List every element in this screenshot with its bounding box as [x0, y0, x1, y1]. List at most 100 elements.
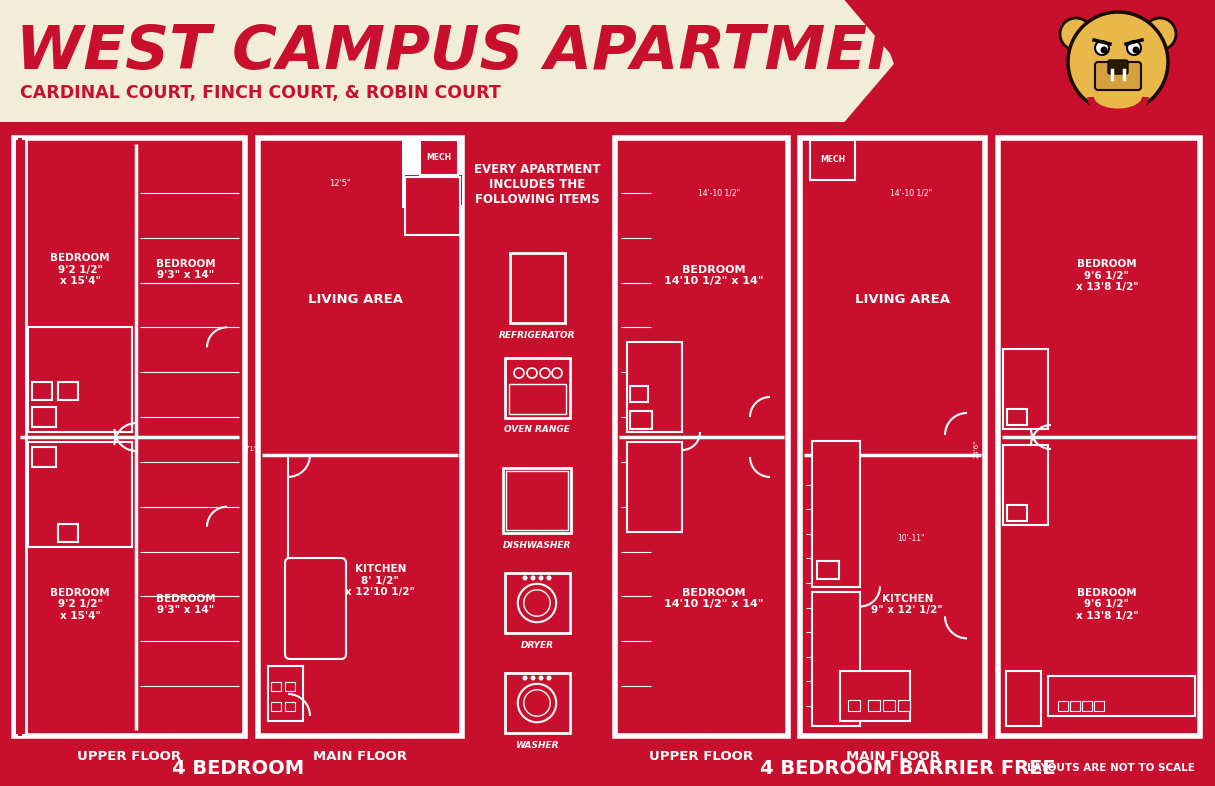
- Bar: [0, 0, 1215, 122]
- Bar: [799, 138, 985, 736]
- Circle shape: [527, 368, 537, 378]
- Bar: [615, 138, 789, 736]
- Text: BEDROOM
9'3" x 14": BEDROOM 9'3" x 14": [156, 259, 215, 281]
- Bar: [812, 441, 860, 586]
- Bar: [631, 386, 648, 402]
- Circle shape: [1068, 12, 1168, 112]
- Text: 12'5": 12'5": [329, 178, 350, 188]
- Bar: [18, 138, 22, 736]
- Text: MECH: MECH: [820, 156, 846, 164]
- Text: BEDROOM
9'2 1/2"
x 15'4": BEDROOM 9'2 1/2" x 15'4": [50, 253, 111, 286]
- Text: 3'1": 3'1": [243, 446, 258, 452]
- Text: UPPER FLOOR: UPPER FLOOR: [650, 750, 753, 762]
- Bar: [1004, 445, 1049, 525]
- Circle shape: [524, 590, 550, 616]
- Bar: [504, 673, 570, 733]
- Text: 10'-11": 10'-11": [897, 534, 925, 543]
- Bar: [1070, 701, 1080, 711]
- Bar: [271, 702, 281, 711]
- Bar: [504, 358, 570, 418]
- Text: BEDROOM
14'10 1/2" x 14": BEDROOM 14'10 1/2" x 14": [663, 265, 763, 286]
- Text: KITCHEN
9" x 12' 1/2": KITCHEN 9" x 12' 1/2": [871, 593, 943, 615]
- Bar: [28, 327, 132, 432]
- Bar: [15, 138, 245, 736]
- Text: DISHWASHER: DISHWASHER: [503, 541, 571, 549]
- Bar: [28, 442, 132, 547]
- Text: DRYER: DRYER: [520, 641, 554, 649]
- Bar: [405, 175, 462, 205]
- Text: OVEN RANGE: OVEN RANGE: [504, 425, 570, 435]
- Polygon shape: [844, 0, 1215, 122]
- Bar: [269, 666, 303, 721]
- Circle shape: [1128, 41, 1141, 55]
- Bar: [848, 700, 860, 711]
- Text: KITCHEN
8' 1/2"
x 12'10 1/2": KITCHEN 8' 1/2" x 12'10 1/2": [345, 564, 416, 597]
- Circle shape: [531, 575, 536, 581]
- Bar: [1007, 505, 1027, 521]
- Bar: [503, 468, 571, 533]
- Text: WEST CAMPUS APARTMENTS: WEST CAMPUS APARTMENTS: [16, 23, 1004, 82]
- Text: MECH: MECH: [426, 153, 452, 162]
- FancyBboxPatch shape: [1095, 62, 1141, 90]
- Circle shape: [1095, 41, 1109, 55]
- Circle shape: [547, 575, 552, 581]
- Text: 4 BEDROOM BARRIER FREE: 4 BEDROOM BARRIER FREE: [759, 758, 1056, 777]
- Bar: [1007, 409, 1027, 425]
- Bar: [810, 140, 855, 180]
- Text: BEDROOM
9'6 1/2"
x 13'8 1/2": BEDROOM 9'6 1/2" x 13'8 1/2": [1075, 588, 1138, 621]
- FancyBboxPatch shape: [1108, 60, 1128, 74]
- Circle shape: [539, 368, 550, 378]
- Bar: [631, 411, 652, 429]
- Bar: [816, 560, 840, 578]
- Text: 4 BEDROOM: 4 BEDROOM: [173, 758, 304, 777]
- Circle shape: [547, 675, 552, 681]
- Bar: [32, 382, 52, 400]
- Bar: [15, 138, 26, 736]
- Text: BEDROOM
9'6 1/2"
x 13'8 1/2": BEDROOM 9'6 1/2" x 13'8 1/2": [1075, 259, 1138, 292]
- Bar: [505, 471, 567, 530]
- Bar: [504, 573, 570, 633]
- Bar: [420, 140, 458, 175]
- Bar: [58, 382, 78, 400]
- Text: 14'-10 1/2": 14'-10 1/2": [697, 189, 740, 197]
- Circle shape: [1145, 18, 1176, 50]
- Text: UPPER FLOOR: UPPER FLOOR: [78, 750, 181, 762]
- Text: BEDROOM
14'10 1/2" x 14": BEDROOM 14'10 1/2" x 14": [663, 588, 763, 609]
- Bar: [286, 682, 295, 691]
- FancyBboxPatch shape: [286, 558, 346, 659]
- Bar: [258, 138, 462, 736]
- Bar: [868, 700, 880, 711]
- Bar: [840, 671, 910, 721]
- Bar: [883, 700, 895, 711]
- Circle shape: [538, 675, 543, 681]
- Bar: [509, 384, 565, 414]
- Bar: [1049, 676, 1196, 716]
- Circle shape: [1101, 46, 1108, 53]
- Circle shape: [1059, 18, 1092, 50]
- Bar: [32, 407, 56, 427]
- Bar: [271, 682, 281, 691]
- Bar: [286, 702, 295, 711]
- Bar: [58, 524, 78, 542]
- Text: LIVING AREA: LIVING AREA: [855, 293, 950, 306]
- Text: MAIN FLOOR: MAIN FLOOR: [846, 750, 939, 762]
- Circle shape: [522, 675, 527, 681]
- Circle shape: [531, 675, 536, 681]
- Bar: [1094, 701, 1104, 711]
- Bar: [1083, 701, 1092, 711]
- Bar: [898, 700, 910, 711]
- Bar: [1006, 671, 1041, 726]
- Bar: [405, 177, 460, 235]
- Bar: [0, 122, 844, 131]
- Circle shape: [524, 690, 550, 716]
- Circle shape: [1132, 46, 1140, 53]
- Text: REFRIGERATOR: REFRIGERATOR: [498, 330, 575, 340]
- Bar: [509, 253, 565, 323]
- Circle shape: [518, 584, 556, 623]
- Text: LIVING AREA: LIVING AREA: [307, 293, 402, 306]
- Bar: [812, 592, 860, 726]
- Circle shape: [552, 368, 563, 378]
- Bar: [1058, 701, 1068, 711]
- Bar: [16, 140, 26, 734]
- Bar: [627, 442, 682, 532]
